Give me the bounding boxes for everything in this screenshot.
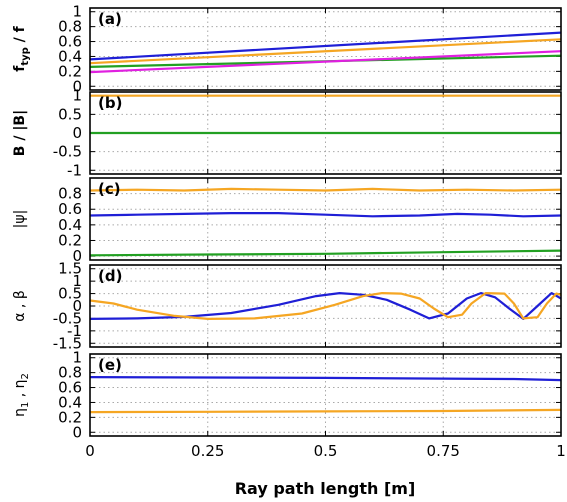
panel-frame [89, 264, 562, 348]
panel-d: -1.5-1-0.500.511.5 (d) α , β [12, 260, 562, 352]
panel-b: -1-0.500.51 (b) B / |B| [12, 87, 562, 179]
y-tick-label: 0.6 [58, 379, 82, 397]
y-tick-label: 0.6 [58, 200, 82, 218]
series-blue-line [89, 376, 562, 382]
panel-label: (a) [98, 10, 122, 28]
series-orange-line [89, 187, 562, 192]
y-tick-label: 0.6 [58, 33, 82, 51]
x-tick-label: 0.25 [191, 442, 224, 460]
y-axis-label: B / |B| [12, 110, 28, 156]
y-tick-label: 0.8 [58, 185, 82, 203]
y-axis-label: ftyp / f [12, 25, 31, 71]
y-tick-label: 0 [72, 423, 82, 441]
panel-frame [89, 177, 562, 261]
y-tick-label: 1 [72, 272, 82, 290]
y-tick-label: 0.2 [58, 408, 82, 426]
panel-label: (c) [98, 180, 121, 198]
x-tick-label: 0.75 [427, 442, 460, 460]
panels: 00.20.40.60.81 (a)ftyp / f-1-0.500.51 (b)B… [12, 3, 566, 460]
series-blue-line [89, 292, 562, 320]
x-tick-label: 0 [85, 442, 95, 460]
y-tick-label: -1 [67, 161, 82, 179]
y-tick-label: 1 [72, 349, 82, 367]
panel-frame [89, 7, 562, 91]
y-tick-label: 1 [72, 87, 82, 105]
x-tick-label: 0.5 [314, 442, 338, 460]
series-green-line [89, 249, 562, 257]
panel-frame [89, 91, 562, 175]
y-tick-label: -0.5 [53, 143, 82, 161]
panel-frame [89, 353, 562, 437]
panel-label: (b) [98, 94, 122, 112]
y-tick-label: 0.2 [58, 231, 82, 249]
y-tick-label: 1.5 [58, 260, 82, 278]
y-tick-label: -1.5 [53, 334, 82, 352]
series-orange-line [89, 292, 562, 320]
panel-a: 00.20.40.60.81 (a) ftyp / f [12, 3, 562, 95]
panel-e: 00.20.40.60.81 (e) η1 , η2 [12, 349, 562, 441]
y-tick-label: 0.4 [58, 216, 82, 234]
y-tick-label: 0 [72, 247, 82, 265]
y-tick-label: 0 [72, 124, 82, 142]
panel-c: 00.20.40.60.8 (c) |ψ| [12, 177, 562, 265]
panel-label: (e) [98, 356, 122, 374]
y-tick-label: 0.8 [58, 18, 82, 36]
series-magenta-line [89, 50, 562, 74]
x-axis-label: Ray path length [m] [235, 479, 416, 498]
y-axis-label: |ψ| [12, 210, 28, 229]
y-tick-label: 1 [72, 3, 82, 21]
y-tick-label: 0 [72, 77, 82, 95]
y-tick-label: 0 [72, 297, 82, 315]
series-orange-line [89, 408, 562, 414]
series-blue-line [89, 212, 562, 218]
y-tick-label: -1 [67, 322, 82, 340]
series-blue-line [89, 31, 562, 61]
y-tick-label: 0.4 [58, 393, 82, 411]
y-tick-label: 0.4 [58, 47, 82, 65]
y-tick-label: -0.5 [53, 309, 82, 327]
panel-label: (d) [98, 267, 122, 285]
y-tick-label: 0.8 [58, 364, 82, 382]
y-tick-label: 0.2 [58, 62, 82, 80]
y-axis-label: η1 , η2 [12, 373, 31, 417]
x-tick-label: 1 [556, 442, 566, 460]
series-orange-line [89, 38, 562, 65]
y-tick-label: 0.5 [58, 105, 82, 123]
y-axis-label: α , β [12, 290, 28, 322]
y-tick-label: 0.5 [58, 285, 82, 303]
x-axis: 0 0.25 0.5 0.75 1 [85, 442, 566, 460]
